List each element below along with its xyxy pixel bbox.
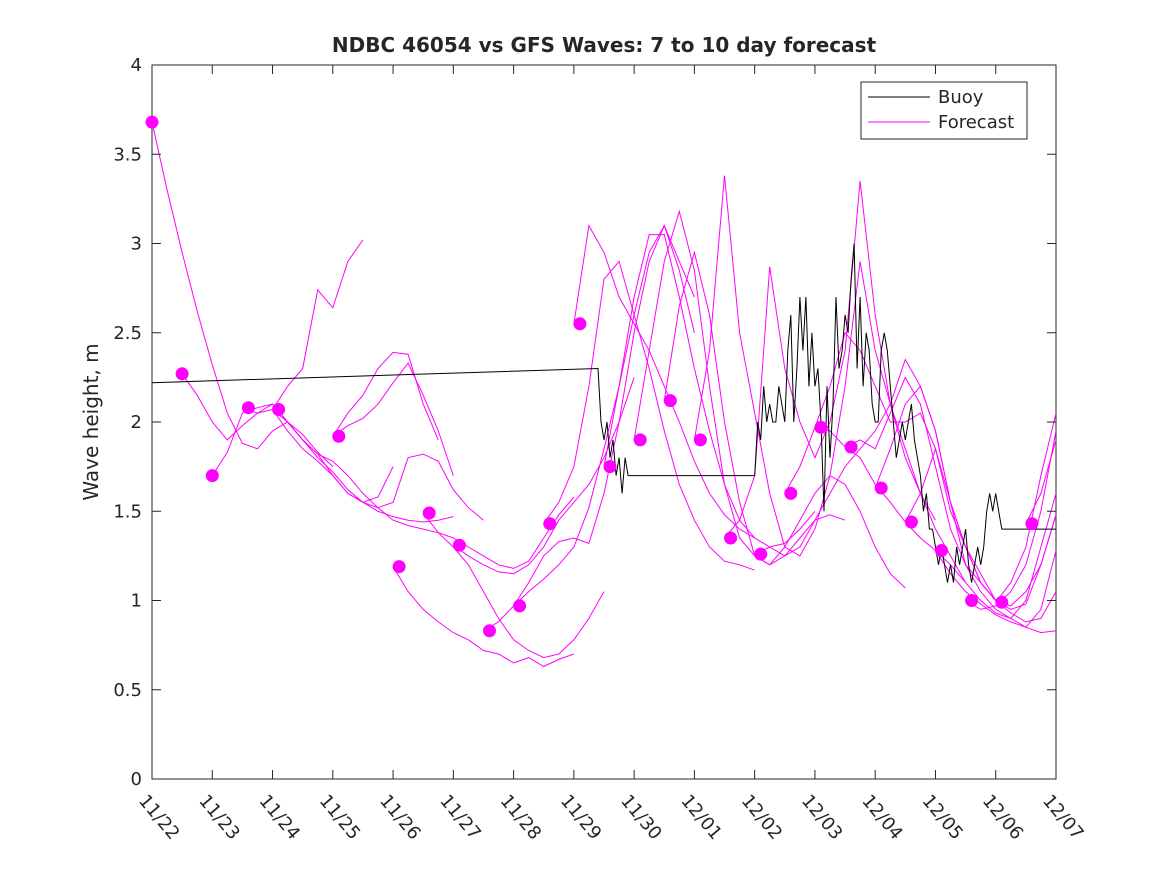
buoy-line [151,243,1056,583]
y-tick-label-0: 0 [131,769,142,790]
forecast-marker-12 [573,317,587,331]
forecast-line-24 [874,385,1057,628]
forecast-marker-19 [784,486,798,500]
forecast-marker-11 [543,517,557,531]
forecast-line-21 [784,331,1057,610]
y-axis-label: Wave height, m [79,343,103,500]
y-tick-label-1: 0.5 [113,680,142,701]
forecast-line-23 [844,376,1057,607]
forecast-marker-13 [603,460,617,474]
forecast-marker-26 [995,595,1009,609]
forecast-lines [151,121,1057,668]
plot-area: 00.511.522.533.54 11/22 11/23 11/24 11/25 11… [113,55,1087,844]
forecast-marker-15 [663,394,677,408]
forecast-marker-7 [422,506,436,520]
forecast-line-19 [724,180,967,583]
y-tick-label-5: 2.5 [113,323,142,344]
forecast-line-28 [995,412,1057,603]
buoy-line-group [151,243,1056,583]
forecast-marker-16 [693,433,707,447]
forecast-line-5 [272,239,364,410]
legend: Buoy Forecast [860,81,1028,140]
forecast-line-12 [513,224,695,607]
legend-box [860,81,1028,140]
forecast-line-16 [633,209,846,566]
forecast-marker-17 [724,531,738,545]
forecast-line-13 [543,260,755,571]
forecast-line-3 [242,407,484,521]
forecast-line-0 [151,121,334,467]
forecast-marker-9 [483,624,496,638]
y-tick-label-8: 4 [131,55,142,76]
forecast-marker-10 [513,599,527,613]
forecast-line-6 [332,362,454,476]
forecast-marker-6 [392,560,406,574]
forecast-marker-20 [814,420,828,434]
legend-forecast-label: Forecast [938,112,1014,133]
forecast-marker-24 [935,544,948,557]
forecast-line-15 [603,234,816,548]
forecast-line-7 [332,351,439,441]
y-tick-label-2: 1 [131,591,142,612]
forecast-marker-5 [332,429,346,443]
forecast-marker-23 [904,515,918,529]
forecast-marker-27 [1025,517,1039,531]
forecast-line-4 [272,409,575,569]
forecast-marker-4 [272,403,286,416]
y-tick-label-7: 3.5 [113,144,142,165]
forecast-line-8 [392,566,575,668]
forecast-marker-2 [205,469,219,483]
y-tick-label-4: 2 [131,412,142,433]
forecast-marker-22 [874,481,888,495]
y-tick-label-6: 3 [131,234,142,255]
forecast-marker-1 [175,367,189,381]
forecast-line-18 [693,175,936,557]
legend-buoy-label: Buoy [938,87,984,108]
forecast-marker-8 [452,538,466,552]
y-tick-label-3: 1.5 [113,501,142,522]
forecast-marker-0 [145,115,159,129]
forecast-marker-14 [633,433,647,447]
forecast-markers [145,115,1039,638]
forecast-line-26 [935,493,1057,619]
forecast-line-14 [573,224,755,539]
forecast-marker-25 [965,594,979,607]
forecast-line-10 [453,377,635,575]
forecast-line-29 [1025,439,1057,524]
chart-title: NDBC 46054 vs GFS Waves: 7 to 10 day for… [332,33,877,57]
y-axis-ticks: 0 0.5 1 1.5 2 2.5 3 3.5 4 [113,55,1056,790]
forecast-marker-3 [241,401,255,415]
forecast-line-25 [904,446,1057,623]
forecast-marker-21 [844,440,858,454]
forecast-marker-18 [754,547,768,561]
forecast-line-27 [965,430,1057,610]
